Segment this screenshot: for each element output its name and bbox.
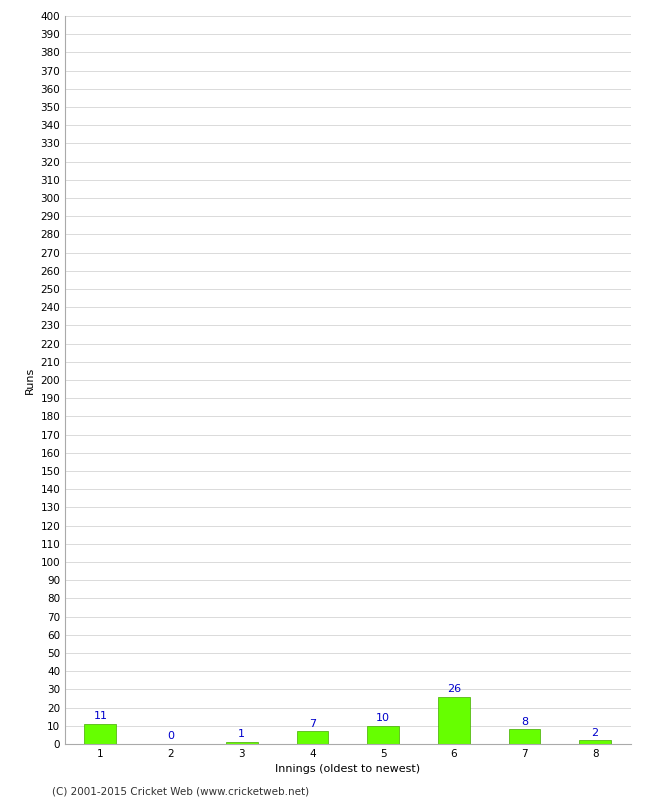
Bar <box>226 742 257 744</box>
Text: 8: 8 <box>521 717 528 726</box>
Y-axis label: Runs: Runs <box>25 366 35 394</box>
Text: 11: 11 <box>94 711 107 722</box>
Bar <box>84 724 116 744</box>
X-axis label: Innings (oldest to newest): Innings (oldest to newest) <box>275 765 421 774</box>
Bar <box>438 697 470 744</box>
Bar <box>579 740 611 744</box>
Text: 0: 0 <box>168 731 175 742</box>
Text: 10: 10 <box>376 713 390 723</box>
Bar <box>508 730 540 744</box>
Bar <box>296 731 328 744</box>
Text: 7: 7 <box>309 718 316 729</box>
Text: (C) 2001-2015 Cricket Web (www.cricketweb.net): (C) 2001-2015 Cricket Web (www.cricketwe… <box>52 786 309 796</box>
Bar <box>367 726 399 744</box>
Text: 1: 1 <box>238 730 245 739</box>
Text: 26: 26 <box>447 684 461 694</box>
Text: 2: 2 <box>592 728 599 738</box>
